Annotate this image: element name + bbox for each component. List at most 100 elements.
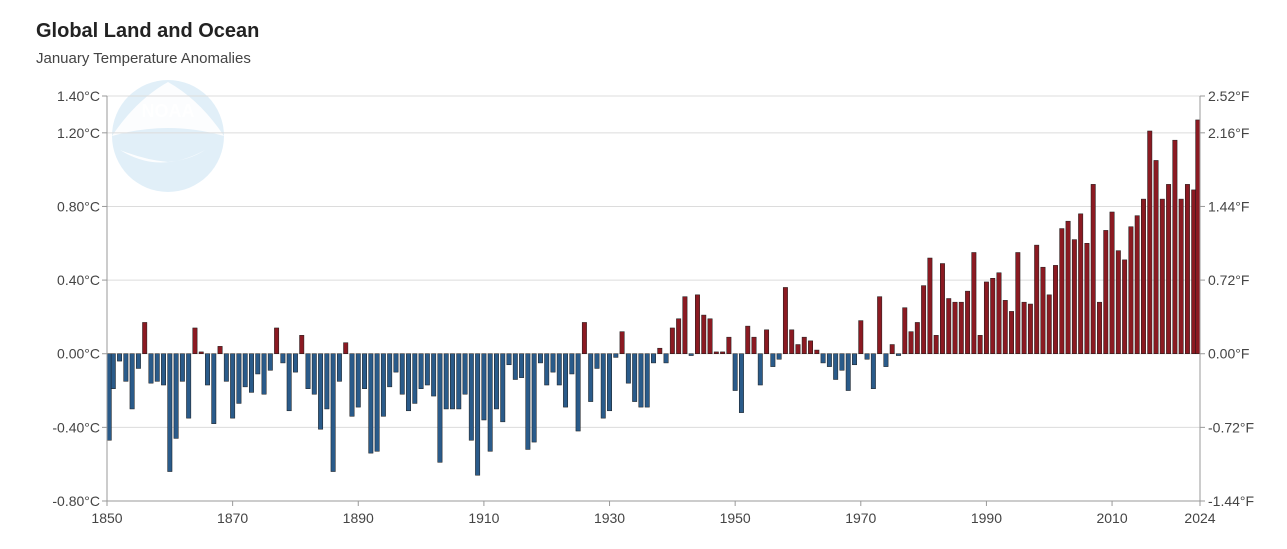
bar-1856 (142, 322, 148, 354)
bar-1855 (135, 353, 141, 369)
bar-1852 (117, 353, 123, 362)
bar-1989 (977, 335, 983, 354)
bar-1915 (512, 353, 518, 380)
bar-1905 (450, 353, 455, 410)
bar-2014 (1134, 215, 1140, 354)
y-tick-label-right: 0.72°F (1208, 272, 1249, 288)
bar-1999 (1040, 266, 1046, 354)
noaa-logo: NOAA (112, 80, 224, 192)
bar-1931 (613, 353, 619, 358)
bar-2001 (1053, 265, 1058, 354)
bar-1938 (657, 347, 663, 354)
bar-1977 (902, 307, 908, 354)
bar-2020 (1172, 139, 1178, 354)
bar-2022 (1184, 184, 1190, 354)
bar-1862 (179, 353, 185, 382)
bar-1871 (236, 353, 242, 404)
bar-1877 (274, 327, 280, 354)
x-tick-label: 1910 (468, 510, 499, 526)
bar-1864 (192, 327, 198, 354)
bar-1940 (669, 327, 675, 354)
bar-1929 (600, 353, 606, 419)
bar-1959 (789, 329, 795, 354)
x-tick-label: 1970 (845, 510, 876, 526)
bar-1894 (380, 353, 386, 417)
bar-1898 (406, 353, 411, 412)
bar-1955 (764, 329, 770, 354)
y-tick-label-left: -0.40°C (52, 419, 100, 435)
bar-1965 (826, 353, 832, 367)
y-tick-label-right: -0.72°F (1208, 419, 1254, 435)
bar-1853 (123, 353, 129, 382)
bar-1962 (808, 340, 813, 354)
bar-2000 (1046, 294, 1052, 354)
bar-1891 (362, 353, 368, 389)
bar-1943 (688, 353, 694, 356)
axes: 1.40°C 2.52°F 1.20°C 2.16°F 0.80°C 1.44°F 0.40… (52, 88, 1254, 526)
y-tick-label-right: 2.16°F (1208, 125, 1249, 141)
bar-1872 (242, 353, 248, 388)
x-tick-label: 1930 (594, 510, 625, 526)
bar-1897 (399, 353, 405, 395)
bar-1953 (751, 336, 757, 354)
bar-1961 (801, 336, 807, 354)
bar-2002 (1059, 228, 1065, 354)
bar-1896 (393, 353, 399, 373)
x-tick-label: 2010 (1096, 510, 1127, 526)
bar-1926 (581, 322, 587, 354)
bar-1978 (908, 331, 914, 354)
bar-1954 (757, 353, 763, 386)
bar-1878 (280, 353, 286, 364)
y-tick-label-left: 0.40°C (57, 272, 100, 288)
bar-1991 (990, 278, 996, 354)
bar-1879 (286, 353, 292, 412)
bar-1941 (676, 318, 682, 354)
bar-2006 (1084, 243, 1090, 354)
bar-1945 (701, 314, 707, 354)
bar-1995 (1015, 252, 1021, 354)
bar-1957 (776, 353, 782, 360)
bar-1893 (374, 353, 380, 452)
bar-1884 (318, 353, 324, 430)
bar-2003 (1065, 220, 1071, 354)
bar-1951 (738, 353, 744, 413)
y-tick-label-right: 1.44°F (1208, 198, 1249, 214)
bar-1921 (550, 353, 556, 373)
bar-2024 (1195, 119, 1201, 354)
bar-1901 (424, 353, 430, 386)
bar-1969 (852, 353, 857, 366)
x-tick-label: 1990 (971, 510, 1002, 526)
bar-1865 (198, 351, 204, 354)
bar-2005 (1078, 213, 1084, 354)
bar-1873 (249, 353, 254, 393)
y-tick-label-right: 0.00°F (1208, 346, 1249, 362)
bar-1972 (870, 353, 876, 389)
bar-1981 (927, 257, 933, 354)
bar-1882 (305, 353, 311, 389)
bar-1968 (845, 353, 851, 391)
bar-1936 (644, 353, 650, 408)
bar-1863 (186, 353, 192, 419)
bar-2021 (1178, 198, 1184, 354)
bar-1948 (720, 351, 726, 354)
bar-1887 (336, 353, 342, 382)
y-tick-label-left: 0.80°C (57, 198, 100, 214)
bar-1963 (814, 349, 820, 354)
bar-1911 (487, 353, 493, 452)
bar-1907 (462, 353, 468, 395)
bar-1979 (914, 322, 920, 354)
bar-1859 (161, 353, 166, 386)
y-tick-label-left: 0.00°C (57, 346, 100, 362)
bar-1937 (651, 353, 656, 364)
bar-1890 (355, 353, 361, 408)
bar-1874 (255, 353, 261, 375)
bar-2010 (1109, 211, 1115, 354)
bar-1952 (745, 325, 751, 354)
bar-1932 (619, 331, 625, 354)
bar-1902 (431, 353, 437, 397)
bar-1997 (1027, 303, 1033, 354)
bar-1892 (368, 353, 374, 454)
bar-2008 (1097, 301, 1102, 354)
bar-1910 (481, 353, 487, 421)
bar-1908 (468, 353, 474, 441)
